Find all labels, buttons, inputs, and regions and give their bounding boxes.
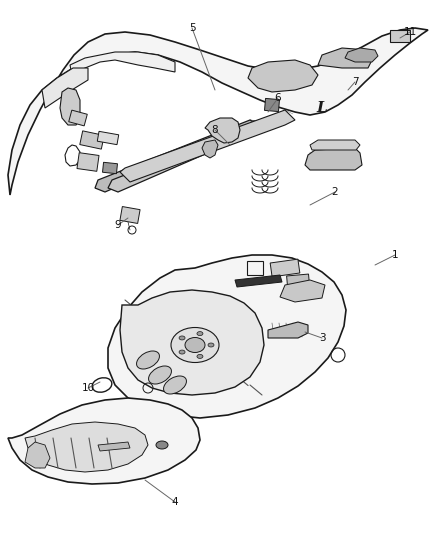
- Text: 7: 7: [352, 77, 358, 87]
- Ellipse shape: [179, 350, 185, 354]
- Polygon shape: [97, 131, 119, 144]
- Polygon shape: [202, 140, 218, 158]
- Polygon shape: [205, 118, 240, 143]
- Polygon shape: [95, 120, 258, 192]
- Polygon shape: [42, 68, 88, 108]
- Polygon shape: [108, 255, 346, 418]
- Polygon shape: [235, 275, 282, 287]
- Ellipse shape: [179, 336, 185, 340]
- Text: L: L: [317, 101, 327, 115]
- Text: 1: 1: [392, 250, 398, 260]
- Ellipse shape: [137, 351, 159, 369]
- Text: 5: 5: [189, 23, 195, 33]
- Ellipse shape: [197, 354, 203, 358]
- Ellipse shape: [208, 343, 214, 347]
- Polygon shape: [248, 60, 318, 92]
- Polygon shape: [345, 48, 378, 62]
- Polygon shape: [60, 88, 80, 125]
- Text: 4: 4: [172, 497, 178, 507]
- Polygon shape: [80, 131, 104, 149]
- Polygon shape: [120, 207, 140, 223]
- Ellipse shape: [148, 366, 171, 384]
- Polygon shape: [286, 274, 309, 286]
- Ellipse shape: [156, 441, 168, 449]
- Polygon shape: [69, 110, 87, 126]
- Ellipse shape: [197, 332, 203, 336]
- Polygon shape: [265, 99, 279, 111]
- Polygon shape: [390, 30, 410, 42]
- Ellipse shape: [163, 376, 187, 394]
- Text: 3: 3: [319, 333, 325, 343]
- Polygon shape: [270, 259, 300, 277]
- Text: 2: 2: [332, 187, 338, 197]
- Text: 6: 6: [275, 93, 281, 103]
- Polygon shape: [108, 122, 265, 192]
- Polygon shape: [305, 148, 362, 170]
- Ellipse shape: [171, 327, 219, 362]
- Polygon shape: [8, 398, 200, 484]
- Polygon shape: [25, 422, 148, 472]
- Polygon shape: [120, 290, 264, 395]
- Polygon shape: [25, 442, 50, 468]
- Polygon shape: [310, 140, 360, 150]
- Text: 10: 10: [81, 383, 95, 393]
- Polygon shape: [70, 52, 175, 75]
- Polygon shape: [318, 48, 372, 68]
- Text: 8: 8: [212, 125, 218, 135]
- Polygon shape: [102, 162, 117, 174]
- Polygon shape: [8, 28, 428, 195]
- Polygon shape: [98, 442, 130, 451]
- Text: 9: 9: [115, 220, 121, 230]
- Ellipse shape: [185, 337, 205, 352]
- Polygon shape: [280, 280, 325, 302]
- Polygon shape: [120, 110, 295, 182]
- Polygon shape: [268, 322, 308, 338]
- Polygon shape: [77, 152, 99, 171]
- Text: 11: 11: [403, 27, 417, 37]
